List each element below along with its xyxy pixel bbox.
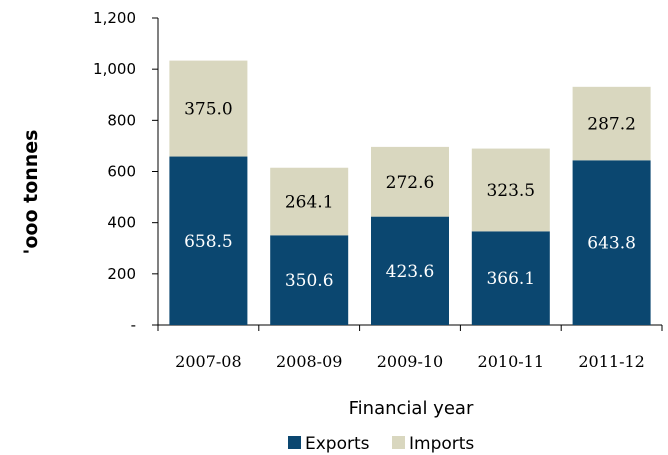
bar-imports-2007-08: [169, 60, 248, 157]
data-label-exports: 350.6: [285, 271, 334, 291]
legend-label-imports: Imports: [409, 434, 474, 454]
x-axis-title: Financial year: [349, 398, 474, 419]
x-tick-label: 2007-08: [175, 352, 241, 371]
bar-exports-2011-12: [572, 160, 651, 325]
y-tick-label: 200: [107, 265, 136, 283]
x-tick-label: 2009-10: [377, 352, 443, 371]
bar-imports-2010-11: [471, 148, 550, 232]
bar-imports-2008-09: [270, 167, 349, 236]
x-tick-label: 2011-12: [578, 352, 644, 371]
data-label-imports: 287.2: [587, 115, 636, 135]
y-tick-label: 1,000: [93, 60, 136, 78]
x-tick-label: 2010-11: [478, 352, 544, 371]
bar-imports-2009-10: [371, 146, 449, 217]
data-label-exports: 643.8: [587, 234, 636, 254]
data-label-exports: 658.5: [184, 232, 233, 252]
data-label-imports: 375.0: [184, 100, 233, 120]
legend-label-exports: Exports: [305, 434, 370, 454]
y-tick-label: 1,200: [93, 9, 136, 27]
bar-exports-2009-10: [371, 216, 449, 325]
legend-swatch-exports: [288, 436, 301, 449]
y-tick-label: 600: [107, 163, 136, 181]
bar-imports-2011-12: [572, 86, 651, 161]
y-tick-label: -: [131, 316, 136, 334]
bar-exports-2008-09: [270, 235, 349, 325]
legend-swatch-imports: [392, 436, 405, 449]
data-label-imports: 264.1: [285, 193, 334, 213]
plot-area: - 200 400 600 800 1,000 1,200 658.5 375.0 2007-08…: [93, 9, 663, 371]
x-tick-label: 2008-09: [276, 352, 342, 371]
data-label-exports: 423.6: [386, 262, 435, 282]
y-tick-label: 400: [107, 214, 136, 232]
data-label-imports: 323.5: [486, 181, 535, 201]
legend: Exports Imports: [288, 434, 474, 454]
data-label-imports: 272.6: [386, 173, 435, 193]
y-tick-label: 800: [107, 111, 136, 129]
y-axis-title: 'ooo tonnes: [20, 130, 42, 255]
data-label-exports: 366.1: [486, 269, 535, 289]
bar-exports-2007-08: [169, 156, 248, 325]
bar-exports-2010-11: [471, 231, 550, 325]
